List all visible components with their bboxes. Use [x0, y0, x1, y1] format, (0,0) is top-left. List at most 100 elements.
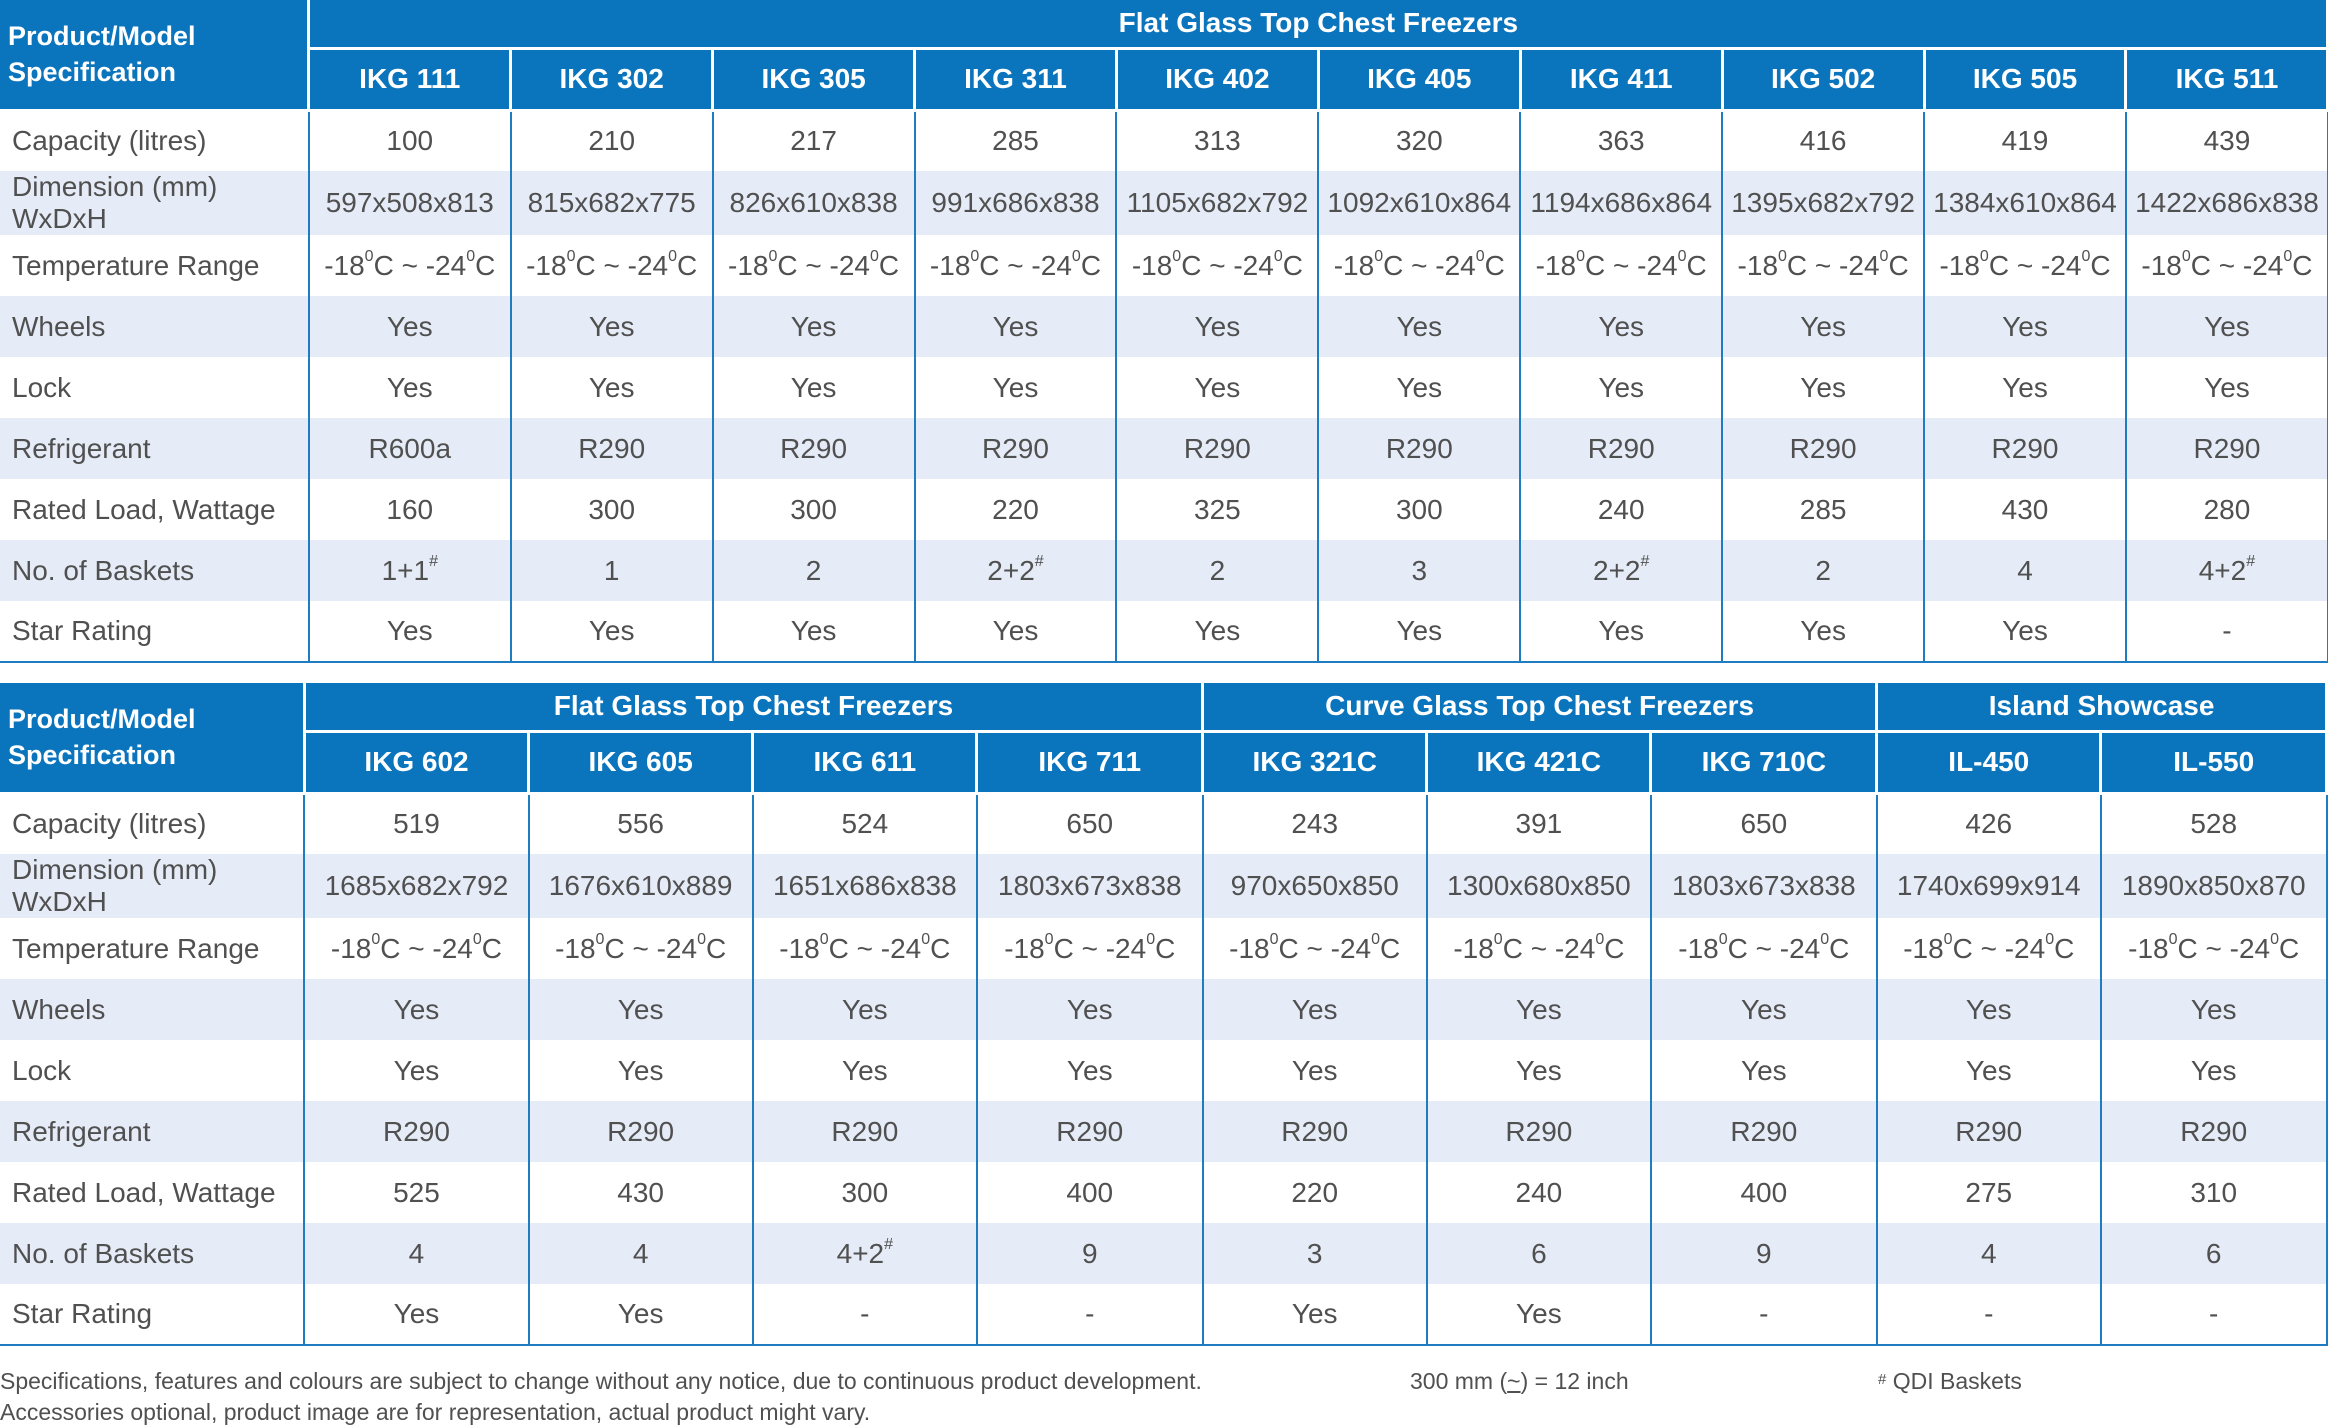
spec-cell: 970x650x850 [1202, 854, 1428, 918]
spec-cell: 400 [1650, 1162, 1878, 1223]
row-label: Rated Load, Wattage [0, 479, 310, 540]
spec-cell: 220 [914, 479, 1118, 540]
degree-mark: 0 [1371, 930, 1381, 948]
spec-cell: R290 [1722, 418, 1926, 479]
spec-cell: Yes [510, 601, 714, 663]
model-name: IKG 302 [510, 48, 715, 112]
spec-cell: -180C ~ -240C [1318, 235, 1522, 296]
spec-row-wheels: Wheels Yes Yes Yes Yes Yes Yes Yes Yes Yes Yes [0, 296, 2328, 357]
row-label: Dimension (mm) WxDxH [0, 854, 306, 918]
spec-cell: R290 [976, 1101, 1204, 1162]
temp-low: -18 [1131, 249, 1173, 281]
basket-count: 4 [1980, 1237, 1997, 1269]
spec-row-wattage: Rated Load, Wattage 160 300 300 220 325 300 240… [0, 479, 2328, 540]
model-name: IKG 411 [1520, 48, 1724, 112]
spec-cell: 650 [1650, 793, 1878, 854]
spec-cell: R290 [1650, 1101, 1878, 1162]
temp-high: C ~ -24 [380, 932, 473, 964]
basket-count: 2+2 [1593, 554, 1641, 586]
basket-count: 6 [2205, 1237, 2222, 1269]
spec-cell: -180C ~ -240C [1426, 918, 1652, 979]
degree-mark: 0 [1677, 247, 1687, 265]
degree-mark: 0 [1269, 930, 1279, 948]
degree-mark: 0 [1820, 930, 1830, 948]
spec-cell: Yes [2100, 979, 2328, 1040]
degree-mark: 0 [1493, 930, 1503, 948]
temp-low: -18 [555, 932, 596, 964]
row-label: Refrigerant [0, 418, 310, 479]
temp-low: -18 [324, 249, 365, 281]
spec-cell: R290 [1520, 418, 1724, 479]
spec-cell: 217 [712, 110, 916, 171]
spec-cell: 519 [304, 793, 530, 854]
spec-cell: 1384x610x864 [1924, 171, 2127, 235]
spec-cell: 300 [752, 1162, 978, 1223]
model-name: IKG 605 [528, 731, 755, 795]
group-title: Flat Glass Top Chest Freezers [308, 0, 2328, 50]
spec-row-baskets: No. of Baskets 4 4 4+2# 9 3 6 9 4 6 [0, 1223, 2328, 1284]
conversion-text-b: ) = 12 inch [1520, 1368, 1629, 1394]
row-label: Refrigerant [0, 1101, 306, 1162]
degree-mark: 0 [2081, 247, 2091, 265]
basket-count: 4+2 [836, 1237, 885, 1269]
row-label: Star Rating [0, 601, 310, 663]
spec-cell: 6 [2100, 1223, 2328, 1284]
spec-cell: Yes [1116, 357, 1320, 418]
spec-cell: 2 [712, 540, 916, 601]
degree-mark: 0 [1943, 930, 1953, 948]
spec-row-temp: Temperature Range -180C ~ -240C -180C ~ -2… [0, 918, 2328, 979]
spec-cell: 243 [1202, 793, 1428, 854]
spec-cell: Yes [1520, 296, 1724, 357]
spec-cell: 210 [510, 110, 714, 171]
qdi-footnote: # QDI Baskets [1878, 1366, 2022, 1397]
row-label: No. of Baskets [0, 1223, 306, 1284]
spec-cell: Yes [914, 296, 1118, 357]
temp-high: C ~ -24 [575, 249, 669, 281]
group-title: Curve Glass Top Chest Freezers [1202, 683, 1879, 733]
spec-cell: Yes [304, 1040, 530, 1101]
spec-cell: 325 [1116, 479, 1320, 540]
degree-mark: 0 [668, 247, 677, 265]
degree-mark: 0 [1273, 247, 1283, 265]
spec-cell: - [2125, 601, 2328, 663]
spec-cell: Yes [752, 979, 978, 1040]
disclaimer-line-2: Accessories optional, product image are … [0, 1399, 871, 1425]
temp-high: C ~ -24 [1383, 249, 1476, 281]
spec-cell: Yes [528, 1040, 754, 1101]
basket-count: 2 [805, 554, 822, 586]
spec-cell: 9 [976, 1223, 1204, 1284]
temp-high: C ~ -24 [373, 249, 467, 281]
spec-cell: R290 [1426, 1101, 1652, 1162]
spec-cell: -180C ~ -240C [1202, 918, 1428, 979]
spec-cell: Yes [304, 1284, 530, 1346]
spec-cell: -180C ~ -240C [976, 918, 1204, 979]
spec-cell: Yes [1650, 979, 1878, 1040]
spec-row-baskets: No. of Baskets 1+1# 1 2 2+2# 2 3 2+2# 2 4 4+2# [0, 540, 2328, 601]
degree-mark: 0 [1778, 247, 1787, 265]
degree-mark: 0 [2181, 247, 2191, 265]
degree-mark: 0 [1475, 247, 1485, 265]
basket-count: 3 [1411, 554, 1428, 586]
row-label: Temperature Range [0, 918, 306, 979]
temp-high: C ~ -24 [1585, 249, 1678, 281]
temp-unit: C [2054, 932, 2075, 964]
spec-cell: 416 [1722, 110, 1926, 171]
spec-table-top: Product/Model Specification Flat Glass To… [0, 0, 2328, 663]
spec-cell: - [1876, 1284, 2102, 1346]
conversion-approx: ~ [1507, 1368, 1521, 1394]
spec-cell: 1395x682x792 [1722, 171, 1926, 235]
spec-cell: R290 [1202, 1101, 1428, 1162]
spec-cell: 1194x686x864 [1520, 171, 1724, 235]
model-name: IKG 505 [1924, 48, 2128, 112]
degree-mark: 0 [1374, 247, 1384, 265]
spec-cell: Yes [1650, 1040, 1878, 1101]
qdi-mark: # [429, 552, 438, 570]
spec-cell: 1300x680x850 [1426, 854, 1652, 918]
spec-cell: Yes [976, 1040, 1204, 1101]
spec-cell: 650 [976, 793, 1204, 854]
spec-cell: 826x610x838 [712, 171, 916, 235]
row-label: Wheels [0, 979, 306, 1040]
spec-cell: 400 [976, 1162, 1204, 1223]
conversion-text-a: 300 mm ( [1410, 1368, 1508, 1394]
spec-row-refrigerant: Refrigerant R600a R290 R290 R290 R290 R290 R290… [0, 418, 2328, 479]
